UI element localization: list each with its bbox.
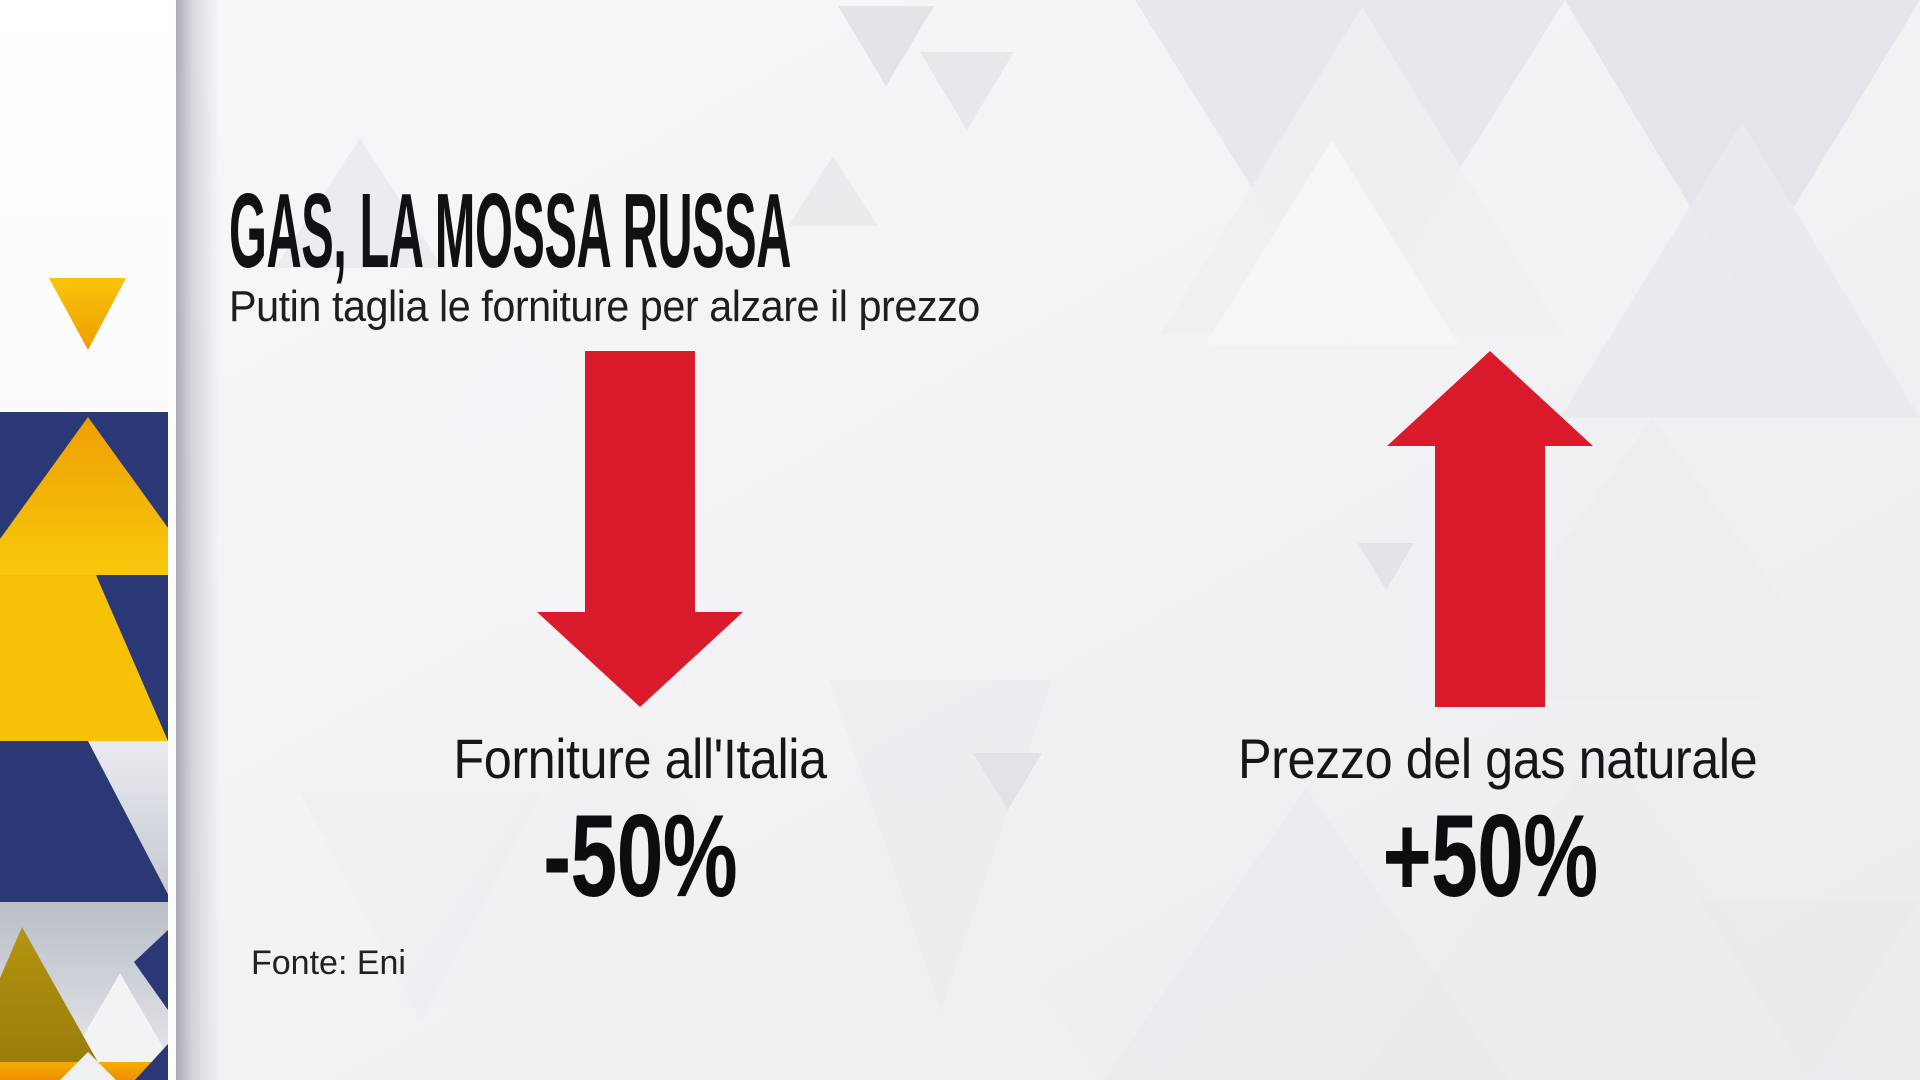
stat-label: Prezzo del gas naturale [1238, 727, 1758, 790]
down-arrow-shape [537, 351, 743, 707]
subheadline: Putin taglia le forniture per alzare il … [229, 282, 980, 331]
stat-value: +50% [1382, 790, 1599, 921]
brand-sidebar-mosaic [0, 0, 168, 1080]
source-note: Fonte: Eni [251, 944, 406, 982]
up-arrow-shape [1387, 351, 1593, 707]
sidebar-shadow-divider [176, 0, 220, 1080]
stat-value: -50% [543, 790, 738, 921]
stat-label: Forniture all'Italia [453, 727, 827, 790]
down-arrow-icon [537, 351, 743, 707]
sidebar-gutter [168, 0, 176, 1080]
up-arrow-icon [1387, 351, 1593, 707]
headline: GAS, LA MOSSA RUSSA [229, 172, 791, 290]
